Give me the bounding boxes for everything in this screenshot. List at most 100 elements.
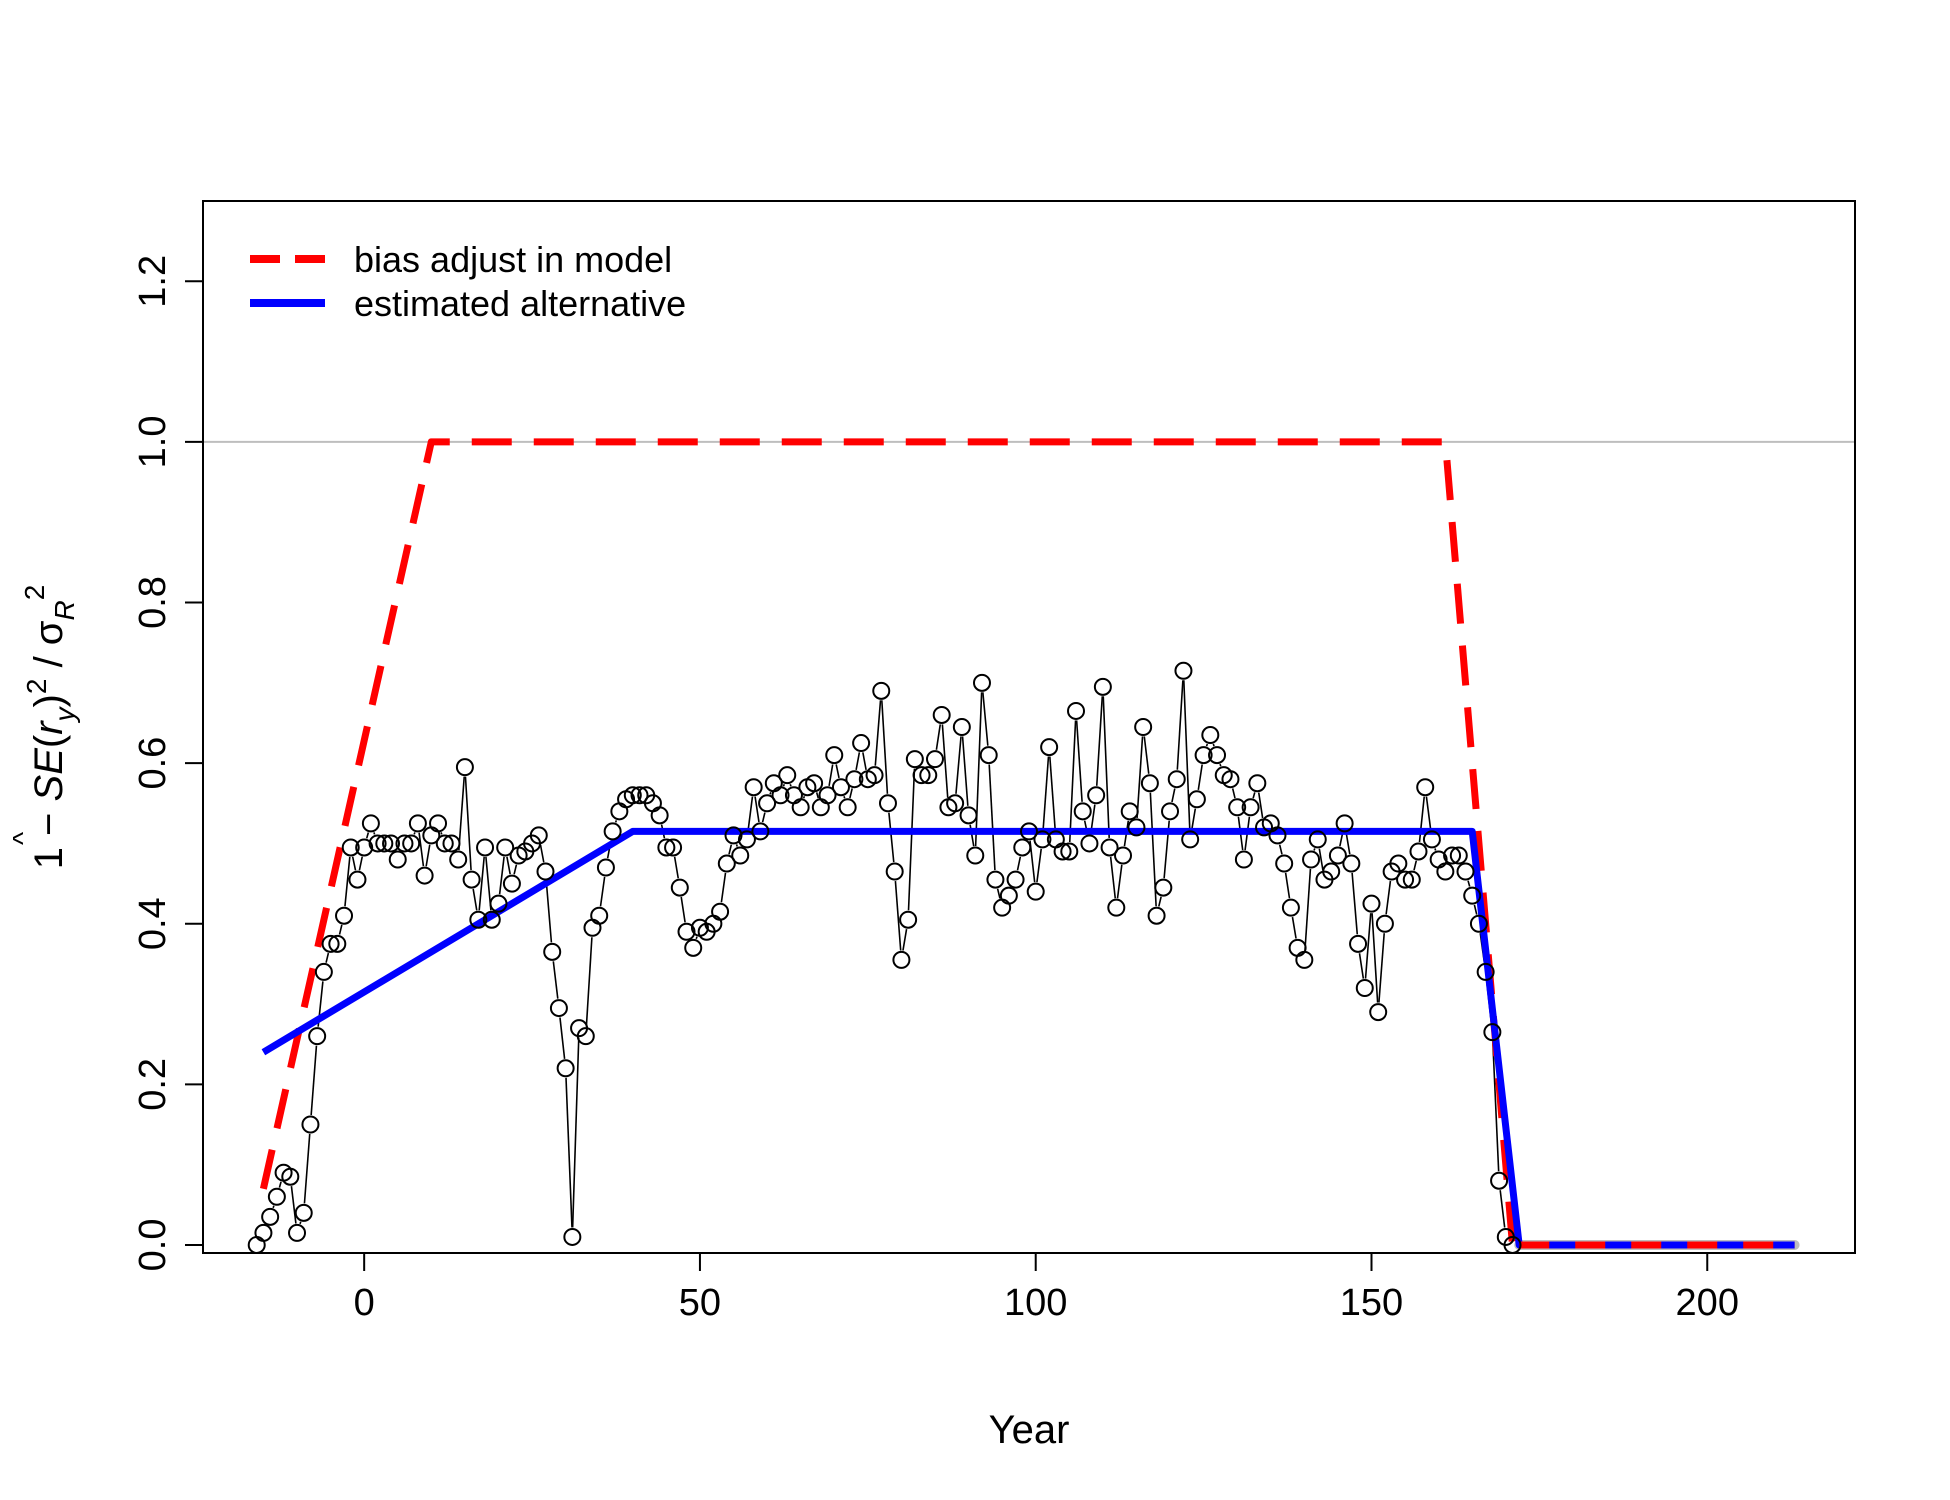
observed-point — [1147, 906, 1166, 925]
axes-layer: 0 50 100 150 200 0.0 0.2 0.4 0.6 0.8 1.0 1.2 — [132, 255, 1739, 1324]
observed-point — [1362, 894, 1381, 913]
observed-point — [1416, 778, 1435, 797]
observed-point — [1181, 830, 1200, 849]
observed-point — [1248, 774, 1267, 793]
observed-connector — [1212, 743, 1215, 747]
y-tick-label: 1.0 — [132, 416, 174, 469]
observed-point — [254, 1223, 273, 1242]
observed-point — [1026, 882, 1045, 901]
observed-connector — [955, 736, 962, 794]
observed-connector — [506, 856, 511, 875]
observed-point — [1080, 834, 1099, 853]
observed-point — [684, 938, 703, 957]
observed-point — [737, 830, 756, 849]
observed-connector — [1219, 763, 1222, 767]
observed-connector — [498, 856, 505, 895]
observed-connector — [299, 1221, 302, 1225]
observed-connector — [996, 888, 1001, 899]
observed-point — [261, 1207, 280, 1226]
observed-connector — [843, 795, 846, 799]
legend-label-bias: bias adjust in model — [354, 239, 672, 280]
observed-connector — [1183, 680, 1191, 830]
observed-point — [308, 1027, 327, 1046]
observed-point — [1275, 854, 1294, 873]
observed-connector — [849, 788, 853, 799]
observed-point — [1093, 677, 1112, 696]
observed-point — [482, 910, 501, 929]
observed-point — [717, 854, 736, 873]
observed-point — [1006, 870, 1025, 889]
observed-connector — [425, 844, 431, 867]
observed-point — [744, 778, 763, 797]
observed-connector — [935, 724, 942, 750]
observed-point — [946, 794, 965, 813]
observed-connector — [1136, 736, 1144, 818]
observed-point — [1490, 1171, 1509, 1190]
observed-point — [1436, 862, 1455, 881]
observed-point — [267, 1187, 286, 1206]
observed-point — [1167, 770, 1186, 789]
observed-connector — [1378, 933, 1385, 1003]
observed-point — [1322, 862, 1341, 881]
observed-connector — [552, 961, 559, 999]
observed-connector — [782, 783, 785, 787]
observed-connector — [695, 936, 698, 940]
y-tick-label: 1.2 — [132, 255, 174, 308]
observed-connector — [464, 776, 472, 871]
observed-connector — [1197, 764, 1203, 791]
observed-point — [979, 746, 998, 765]
observed-connector — [988, 764, 996, 871]
observed-point — [805, 774, 824, 793]
observed-connector — [855, 752, 861, 771]
observed-connector — [1491, 1041, 1500, 1172]
observed-point — [402, 834, 421, 853]
observed-connector — [802, 795, 806, 799]
plot-frame — [202, 200, 1856, 1254]
observed-point — [925, 750, 944, 769]
observed-connector — [559, 1017, 566, 1059]
observed-connector — [1116, 864, 1123, 899]
observed-connector — [754, 796, 760, 823]
y-tick-label: 0.4 — [132, 897, 174, 950]
observed-connector — [735, 844, 738, 847]
observed-connector — [728, 844, 733, 855]
observed-point — [724, 826, 743, 845]
observed-connector — [1109, 856, 1117, 899]
observed-point — [966, 846, 985, 865]
observed-connector — [290, 1186, 297, 1224]
observed-point — [375, 834, 394, 853]
observed-point — [751, 822, 770, 841]
observed-connector — [585, 937, 593, 1027]
observed-point — [1187, 790, 1206, 809]
observed-connector — [1095, 696, 1104, 786]
observed-point — [731, 846, 750, 865]
observed-point — [1020, 822, 1038, 841]
observed-point — [556, 1059, 575, 1078]
observed-point — [1349, 934, 1368, 953]
observed-point — [449, 850, 468, 869]
observed-point — [1174, 661, 1193, 680]
y-axis-title-lead: 1 − — [27, 801, 71, 869]
observed-point — [825, 746, 844, 765]
observed-connector — [373, 832, 376, 835]
observed-connector — [571, 1037, 580, 1228]
observed-point — [905, 750, 924, 769]
observed-point — [388, 850, 407, 869]
observed-connector — [1351, 872, 1359, 935]
observed-connector — [1318, 848, 1324, 871]
observed-point — [281, 1167, 300, 1186]
observed-connector — [874, 700, 882, 766]
observed-connector — [1143, 736, 1150, 774]
observed-point — [1221, 770, 1240, 789]
observed-point — [408, 814, 427, 833]
observed-point — [435, 834, 454, 853]
legend: bias adjust in model estimated alternati… — [250, 239, 686, 324]
observed-connector — [278, 1181, 282, 1188]
observed-point — [294, 1203, 313, 1222]
observed-connector — [1434, 848, 1437, 851]
observed-point — [462, 870, 481, 889]
observed-point — [1127, 818, 1146, 837]
observed-point — [395, 834, 414, 853]
observed-connector — [1313, 848, 1316, 851]
observed-point — [382, 834, 401, 853]
